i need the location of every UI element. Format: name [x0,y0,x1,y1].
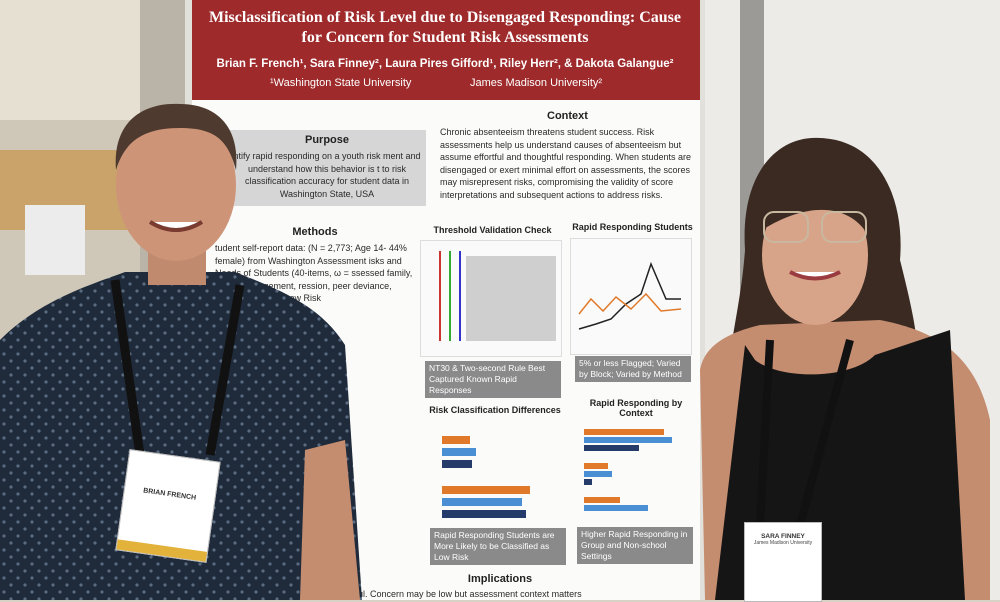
poster-header [192,0,700,100]
affiliation: James Madison University² [470,77,603,89]
section-heading: Implications [467,573,533,585]
man [0,103,362,600]
bar [442,510,526,518]
section-heading: Context [547,110,588,122]
bar [442,448,476,456]
booth-sign [25,205,85,275]
shirt [0,272,362,600]
figure-caption: NT30 & Two-second Rule Best Captured Kno… [425,361,561,398]
lanyard [756,338,854,527]
figure-caption: Higher Rapid Responding in Group and Non… [577,527,693,564]
poster-title: Misclassification of Risk Level due to D… [208,9,682,46]
figure-heading: Risk Classification Differences [429,405,561,415]
line-figure [578,261,682,330]
section-text: ortful. Concern may be low but assessmen… [345,589,582,599]
face [762,185,868,325]
bar [584,463,608,469]
section-text: ntify rapid responding on a youth risk m… [233,151,421,199]
figure [430,420,565,525]
bar [584,445,639,451]
histogram [466,256,556,341]
figure [570,238,692,355]
affiliation: ¹Washington State University [270,77,412,89]
figure-heading: Threshold Validation Check [433,225,552,235]
hair [115,103,237,170]
bar [442,436,470,444]
badge-name: SARA FINNEY [761,533,805,540]
threshold-line [439,251,441,341]
figure-caption: 5% or less Flagged; Varied by Block; Var… [575,356,691,382]
bar [442,498,522,506]
section-text: Chronic absenteeism threatens student su… [440,127,691,200]
figure [580,415,690,520]
bar [442,460,472,468]
purpose-box [228,130,426,206]
figure [420,240,562,357]
glasses [821,211,867,243]
face [116,109,236,261]
glasses [763,211,809,243]
bar [584,497,620,503]
bar [584,505,648,511]
bar [584,437,672,443]
smile [789,270,841,281]
badge-affiliation: James Madison University [753,540,813,546]
arm [300,440,360,600]
section-heading: Purpose [304,134,349,146]
line [578,292,682,315]
smile [148,220,204,232]
authors: Brian F. French¹, Sara Finney², Laura Pi… [216,58,674,70]
name-badge: SARA FINNEY James Madison University [744,522,822,602]
line [578,261,681,330]
fringe [762,167,868,235]
section-heading: Methods [292,226,338,238]
threshold-line [449,251,451,341]
bar [584,479,592,485]
figure-caption: Rapid Responding Students are More Likel… [430,528,566,565]
bar [442,486,530,494]
bar [584,471,612,477]
bar [584,429,664,435]
name-badge: BRIAN FRENCH [115,449,221,563]
figure-heading: Rapid Responding Students [572,222,693,232]
threshold-line [459,251,461,341]
figure-heading: Rapid Responding by Context [589,398,683,418]
lanyard [110,279,245,456]
badge-name: BRIAN FRENCH [142,487,197,502]
